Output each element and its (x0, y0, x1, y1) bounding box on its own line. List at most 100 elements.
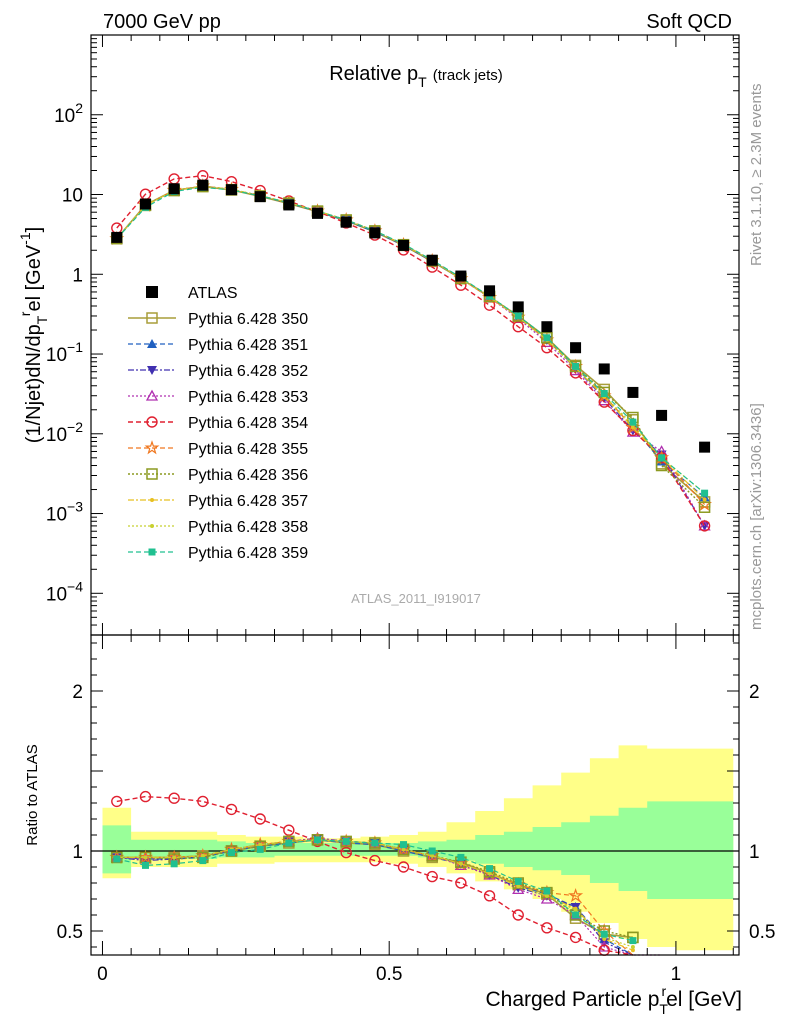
legend-marker-359 (148, 548, 156, 556)
xlabel-superscript: r (661, 983, 666, 999)
ratio-point-359-1 (141, 861, 149, 869)
ratio-point-359-10 (400, 841, 408, 849)
main-point-359-19 (658, 454, 666, 462)
atlas-point-12 (455, 270, 467, 282)
ratio-point-359-7 (314, 836, 322, 844)
ratio-point-355-16 (568, 887, 584, 903)
legend-marker-353 (145, 389, 159, 401)
atlas-point-18 (627, 386, 639, 398)
ratio-point-354-3 (197, 795, 209, 808)
main-point-356-20 (698, 501, 711, 513)
ratio-ytick-label-left: 2 (72, 682, 83, 703)
atlas-point-9 (369, 227, 381, 239)
legend-marker-358 (150, 524, 154, 528)
ratio-point-359-11 (428, 847, 436, 855)
ratio-point-358-18 (630, 945, 635, 949)
ratio-xtick-label: 0 (97, 964, 108, 985)
ratio-xtick-label: 1 (671, 964, 682, 985)
title-note: (track jets) (433, 67, 503, 84)
legend-label-355: Pythia 6.428 355 (188, 441, 308, 458)
ratio-point-354-8 (340, 846, 352, 859)
main-ytick-label: 10−2 (46, 419, 83, 446)
ratio-point-359-5 (256, 845, 264, 853)
main-point-357-20 (702, 497, 707, 502)
ratio-point-359-8 (342, 837, 350, 845)
atlas-point-6 (283, 199, 295, 211)
analysis-watermark: ATLAS_2011_I919017 (351, 591, 481, 606)
legend-marker-355 (144, 440, 160, 455)
legend-marker-352 (147, 366, 157, 375)
atlas-point-17 (598, 363, 610, 375)
main-point-356-16 (569, 360, 582, 373)
ratio-point-358-14 (516, 884, 521, 889)
xlabel-subscript: T (659, 1001, 668, 1017)
atlas-point-5 (254, 191, 266, 203)
main-point-359-17 (600, 389, 608, 397)
xlabel-tail: el [GeV] (666, 988, 742, 1011)
ratio-uncertainty-band-inner (102, 801, 734, 899)
ratio-ytick-label-left: 1 (72, 842, 83, 863)
title-subscript: T (418, 74, 427, 90)
ratio-point-353-15 (540, 892, 553, 904)
ratio-point-359-16 (572, 911, 580, 919)
ratio-point-358-12 (458, 861, 463, 866)
main-point-359-20 (701, 489, 709, 497)
ratio-point-354-1 (139, 790, 152, 803)
atlas-point-19 (656, 409, 668, 421)
atlas-point-7 (312, 207, 324, 219)
ratio-point-354-5 (254, 813, 266, 825)
legend-atlas-marker (146, 286, 158, 298)
ratio-point-358-10 (401, 847, 406, 852)
legend-marker-354 (146, 416, 158, 428)
ratio-point-354-2 (168, 792, 180, 804)
legend-label-354: Pythia 6.428 354 (188, 415, 308, 432)
legend-marker-351 (147, 339, 157, 348)
legend-label-359: Pythia 6.428 359 (188, 545, 308, 562)
ratio-point-359-3 (199, 857, 207, 865)
ratio-point-354-12 (455, 877, 467, 889)
ratio-point-358-5 (258, 842, 263, 847)
ratio-point-358-15 (544, 893, 549, 898)
ratio-point-359-4 (227, 849, 235, 857)
legend-marker-357 (150, 498, 154, 502)
ratio-plot-marks (91, 745, 739, 956)
legend-label-358: Pythia 6.428 358 (188, 519, 308, 536)
atlas-point-0 (111, 231, 123, 243)
ratio-ytick-label-left: 0.5 (57, 922, 83, 943)
ratio-point-358-1 (143, 855, 148, 860)
atlas-point-8 (340, 216, 352, 228)
main-point-354-20 (698, 520, 711, 532)
atlas-point-3 (197, 179, 209, 191)
ratio-point-359-13 (486, 865, 494, 873)
main-plot-marks (109, 170, 713, 532)
main-point-359-15 (543, 334, 551, 342)
main-series-line-353 (116, 185, 706, 527)
legend-label-353: Pythia 6.428 353 (188, 389, 308, 406)
ratio-point-359-2 (170, 860, 178, 868)
atlas-point-20 (699, 441, 711, 453)
atlas-point-16 (570, 342, 582, 354)
ratio-point-359-9 (371, 839, 379, 847)
ratio-point-358-11 (430, 853, 435, 858)
ratio-point-354-4 (225, 803, 238, 816)
atlas-point-2 (168, 183, 180, 195)
atlas-point-14 (512, 301, 524, 313)
x-axis-label: Charged Particle pTrel [GeV] (485, 983, 742, 1017)
title-main: Relative p (329, 63, 418, 85)
ratio-point-354-14 (512, 909, 524, 921)
ratio-point-359-12 (457, 853, 465, 861)
legend: ATLAS Pythia 6.428 350 Pythia 6.428 351 Pyt… (128, 285, 308, 562)
legend-label-350: Pythia 6.428 350 (188, 311, 308, 328)
main-panel: 10−4 10−3 10−2 10−1 1 10 102 Relative pT (track… (17, 34, 740, 636)
main-title: Relative pT (track jets) (329, 63, 503, 90)
ratio-ytick-label-right: 1 (749, 842, 760, 863)
atlas-point-11 (426, 254, 438, 266)
main-point-359-16 (572, 362, 580, 370)
rivet-version-label: Rivet 3.1.10, ≥ 2.3M events (748, 84, 765, 267)
collision-label: 7000 GeV pp (103, 11, 221, 33)
process-label: Soft QCD (646, 11, 732, 33)
ratio-point-354-16 (569, 931, 582, 944)
ratio-point-358-13 (487, 871, 492, 876)
ratio-frame (90, 634, 740, 956)
